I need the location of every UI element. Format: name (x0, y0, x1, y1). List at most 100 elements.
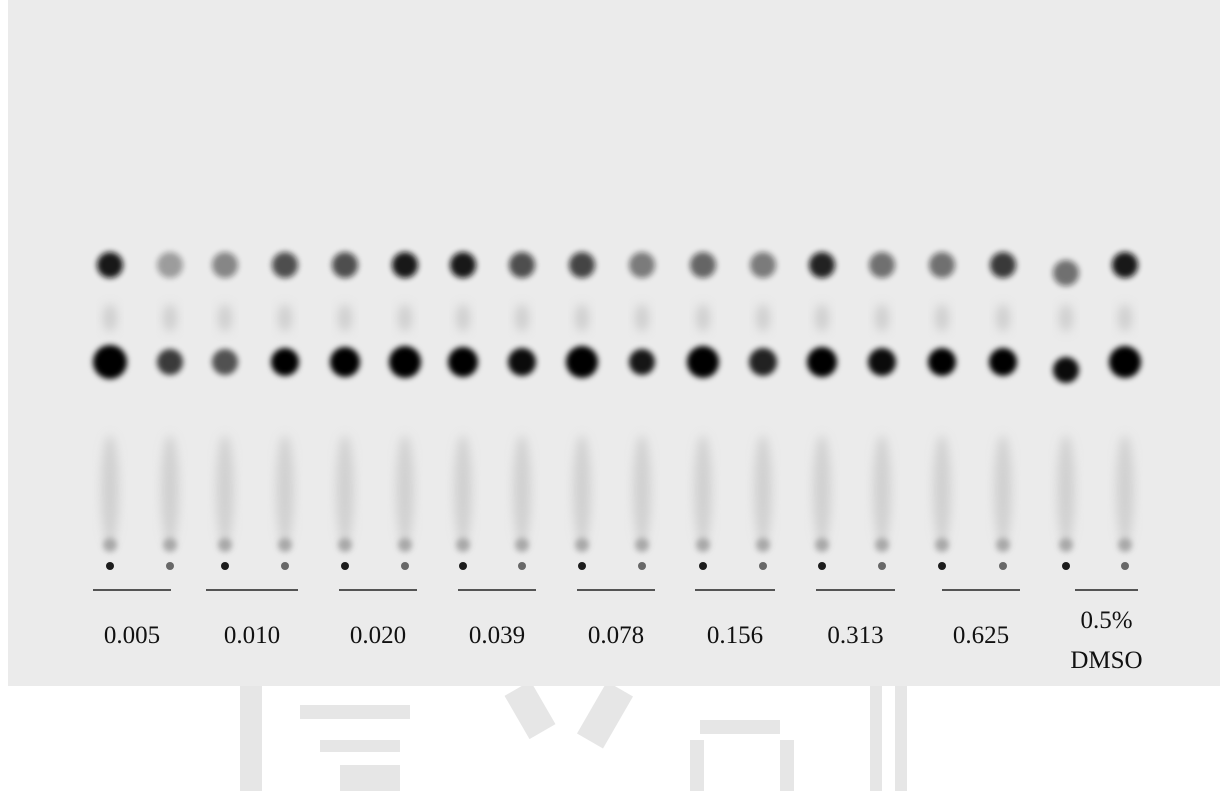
spot (1109, 346, 1141, 378)
streak (933, 435, 951, 545)
spot (332, 252, 358, 278)
spot (569, 252, 595, 278)
spot (756, 538, 770, 552)
streak (875, 304, 889, 332)
spot (1053, 260, 1079, 286)
origin-spot (878, 562, 886, 570)
streak (575, 304, 589, 332)
streak (515, 304, 529, 332)
spot (815, 538, 829, 552)
origin-spot (578, 562, 586, 570)
concentration-label: 0.010 (224, 622, 280, 649)
spot (398, 538, 412, 552)
watermark (240, 680, 907, 791)
spot (989, 348, 1017, 376)
streak (1059, 304, 1073, 332)
spot (875, 538, 889, 552)
streak (513, 435, 531, 545)
streak (396, 435, 414, 545)
spot (163, 538, 177, 552)
streak (754, 435, 772, 545)
spot (996, 538, 1010, 552)
spot (690, 252, 716, 278)
streak (398, 304, 412, 332)
concentration-label: 0.625 (953, 622, 1009, 649)
spots (93, 252, 1141, 570)
streak (336, 435, 354, 545)
spot (450, 252, 476, 278)
spot (389, 346, 421, 378)
origin-spot (281, 562, 289, 570)
origin-spot (938, 562, 946, 570)
spot (1112, 252, 1138, 278)
streak (216, 435, 234, 545)
spot (869, 252, 895, 278)
streak (994, 435, 1012, 545)
streak (935, 304, 949, 332)
origin-spot (1062, 562, 1070, 570)
spot (696, 538, 710, 552)
streak (218, 304, 232, 332)
spot (750, 252, 776, 278)
control-label: 0.5% (1080, 607, 1132, 634)
spot (749, 348, 777, 376)
streak (454, 435, 472, 545)
spot (807, 347, 837, 377)
concentration-label: 0.005 (104, 622, 160, 649)
streak (103, 304, 117, 332)
control-label: DMSO (1070, 647, 1142, 674)
origin-spot (638, 562, 646, 570)
spot (157, 349, 183, 375)
spot (103, 538, 117, 552)
spot (1118, 538, 1132, 552)
spot (1059, 538, 1073, 552)
spot (278, 538, 292, 552)
spot (629, 349, 655, 375)
streak (996, 304, 1010, 332)
spot (929, 252, 955, 278)
spot (575, 538, 589, 552)
spot (635, 538, 649, 552)
streak (338, 304, 352, 332)
origin-spot (999, 562, 1007, 570)
lane-labels: 0.005 0.010 0.020 0.039 0.078 0.156 0.313 0.625… (104, 607, 1143, 674)
streak (756, 304, 770, 332)
streak (1116, 435, 1134, 545)
spot (218, 538, 232, 552)
streak (1118, 304, 1132, 332)
concentration-label: 0.078 (588, 622, 644, 649)
spot (990, 252, 1016, 278)
spot (448, 347, 478, 377)
streak (276, 435, 294, 545)
plate-background (8, 0, 1220, 686)
spot (157, 252, 183, 278)
spot (212, 252, 238, 278)
spot (509, 252, 535, 278)
origin-spot (699, 562, 707, 570)
spot (93, 345, 127, 379)
streak (694, 435, 712, 545)
spot (392, 252, 418, 278)
streak (278, 304, 292, 332)
spot (456, 538, 470, 552)
spot (629, 252, 655, 278)
spot (508, 348, 536, 376)
streak (635, 304, 649, 332)
streak (573, 435, 591, 545)
streak (456, 304, 470, 332)
spot (330, 347, 360, 377)
origin-spot (459, 562, 467, 570)
origin-spot (166, 562, 174, 570)
concentration-label: 0.039 (469, 622, 525, 649)
streak (873, 435, 891, 545)
concentration-label: 0.313 (827, 622, 883, 649)
streak (163, 304, 177, 332)
origin-spot (106, 562, 114, 570)
streak (815, 304, 829, 332)
concentration-label: 0.156 (707, 622, 763, 649)
origin-spot (341, 562, 349, 570)
streak (633, 435, 651, 545)
spot (515, 538, 529, 552)
